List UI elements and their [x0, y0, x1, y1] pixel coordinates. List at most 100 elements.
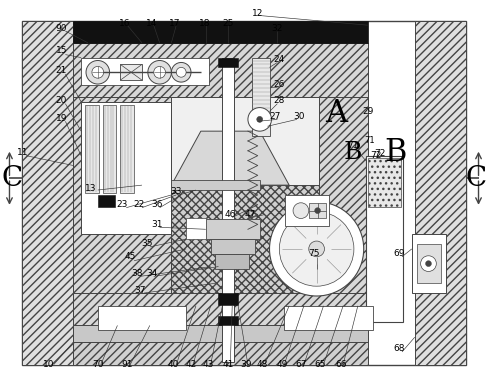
Circle shape [248, 108, 271, 131]
Text: 28: 28 [274, 96, 285, 105]
Circle shape [86, 61, 110, 84]
Bar [219, 57, 238, 67]
Text: 46: 46 [224, 210, 236, 219]
Text: 42: 42 [185, 360, 197, 369]
Text: 39: 39 [240, 360, 252, 369]
Bar [415, 21, 466, 365]
Bar [309, 203, 326, 218]
Text: 68: 68 [393, 344, 405, 354]
Bar [215, 254, 249, 268]
Bar [121, 64, 142, 80]
Text: B: B [344, 141, 362, 164]
Text: 27: 27 [270, 112, 281, 121]
Bar [223, 57, 234, 362]
Bar [81, 57, 209, 85]
Text: 34: 34 [146, 269, 158, 278]
Bar [211, 239, 255, 254]
Bar [73, 342, 367, 365]
Text: 32: 32 [272, 24, 283, 33]
Circle shape [257, 116, 263, 122]
Bar [73, 293, 367, 342]
Text: 22: 22 [133, 200, 144, 209]
Text: 71: 71 [364, 136, 375, 146]
Bar [252, 57, 269, 136]
Text: 26: 26 [274, 80, 285, 88]
Text: 11: 11 [17, 148, 28, 157]
Text: 41: 41 [223, 360, 234, 369]
Bar [98, 195, 116, 207]
Text: 70: 70 [92, 360, 103, 369]
Bar [206, 219, 260, 239]
Text: 48: 48 [257, 360, 268, 369]
Text: 36: 36 [151, 200, 163, 209]
Text: 12: 12 [252, 9, 264, 18]
Text: 67: 67 [295, 360, 306, 369]
Text: 38: 38 [131, 269, 143, 278]
Polygon shape [171, 131, 289, 185]
Circle shape [279, 212, 354, 286]
Text: 14: 14 [146, 19, 158, 28]
Text: 35: 35 [141, 239, 153, 249]
Text: 90: 90 [56, 24, 67, 33]
Circle shape [309, 241, 325, 257]
Text: 66: 66 [335, 360, 347, 369]
Bar [186, 218, 206, 239]
Text: C: C [465, 165, 486, 192]
Bar [73, 97, 367, 293]
Text: 45: 45 [124, 252, 136, 261]
Bar [285, 195, 329, 226]
Text: 65: 65 [315, 360, 326, 369]
Bar [85, 105, 99, 193]
Text: 43: 43 [203, 360, 214, 369]
Circle shape [171, 62, 191, 82]
Text: 31: 31 [151, 220, 163, 229]
Text: 16: 16 [119, 19, 130, 28]
Text: 37: 37 [134, 286, 146, 295]
Text: 29: 29 [362, 107, 373, 116]
Text: 91: 91 [122, 360, 133, 369]
Bar [73, 326, 367, 342]
Circle shape [154, 66, 165, 78]
Bar [284, 306, 372, 331]
Bar [417, 244, 441, 283]
Bar [22, 21, 73, 365]
Text: B: B [384, 137, 407, 168]
Bar [102, 105, 117, 193]
Bar [412, 234, 446, 293]
Bar [367, 158, 401, 207]
Text: 18: 18 [199, 19, 210, 28]
Bar [98, 306, 186, 331]
Text: 23: 23 [117, 200, 128, 209]
Circle shape [426, 261, 431, 267]
Bar [81, 102, 171, 234]
Circle shape [269, 202, 364, 296]
Text: 69: 69 [393, 249, 405, 258]
Bar [219, 293, 238, 305]
Bar [366, 155, 403, 322]
Text: 10: 10 [43, 360, 55, 369]
Bar [73, 97, 171, 293]
Text: 15: 15 [56, 46, 67, 55]
Bar [121, 105, 134, 193]
Text: 25: 25 [223, 19, 234, 28]
Text: A: A [325, 98, 347, 129]
Circle shape [92, 66, 103, 78]
Circle shape [148, 61, 171, 84]
Bar [171, 180, 260, 190]
Text: C: C [2, 165, 23, 192]
Circle shape [176, 67, 186, 77]
Text: 49: 49 [277, 360, 288, 369]
Text: 75: 75 [308, 249, 320, 258]
Text: 19: 19 [56, 114, 67, 123]
Circle shape [315, 208, 321, 214]
Text: 33: 33 [170, 188, 182, 196]
Text: 71: 71 [347, 141, 359, 151]
Text: 21: 21 [56, 66, 67, 75]
Bar [219, 316, 238, 326]
Circle shape [293, 203, 309, 218]
Text: 40: 40 [168, 360, 179, 369]
Bar [319, 97, 367, 293]
Text: 20: 20 [56, 96, 67, 105]
Text: 72: 72 [370, 151, 381, 160]
Text: 24: 24 [274, 55, 285, 64]
